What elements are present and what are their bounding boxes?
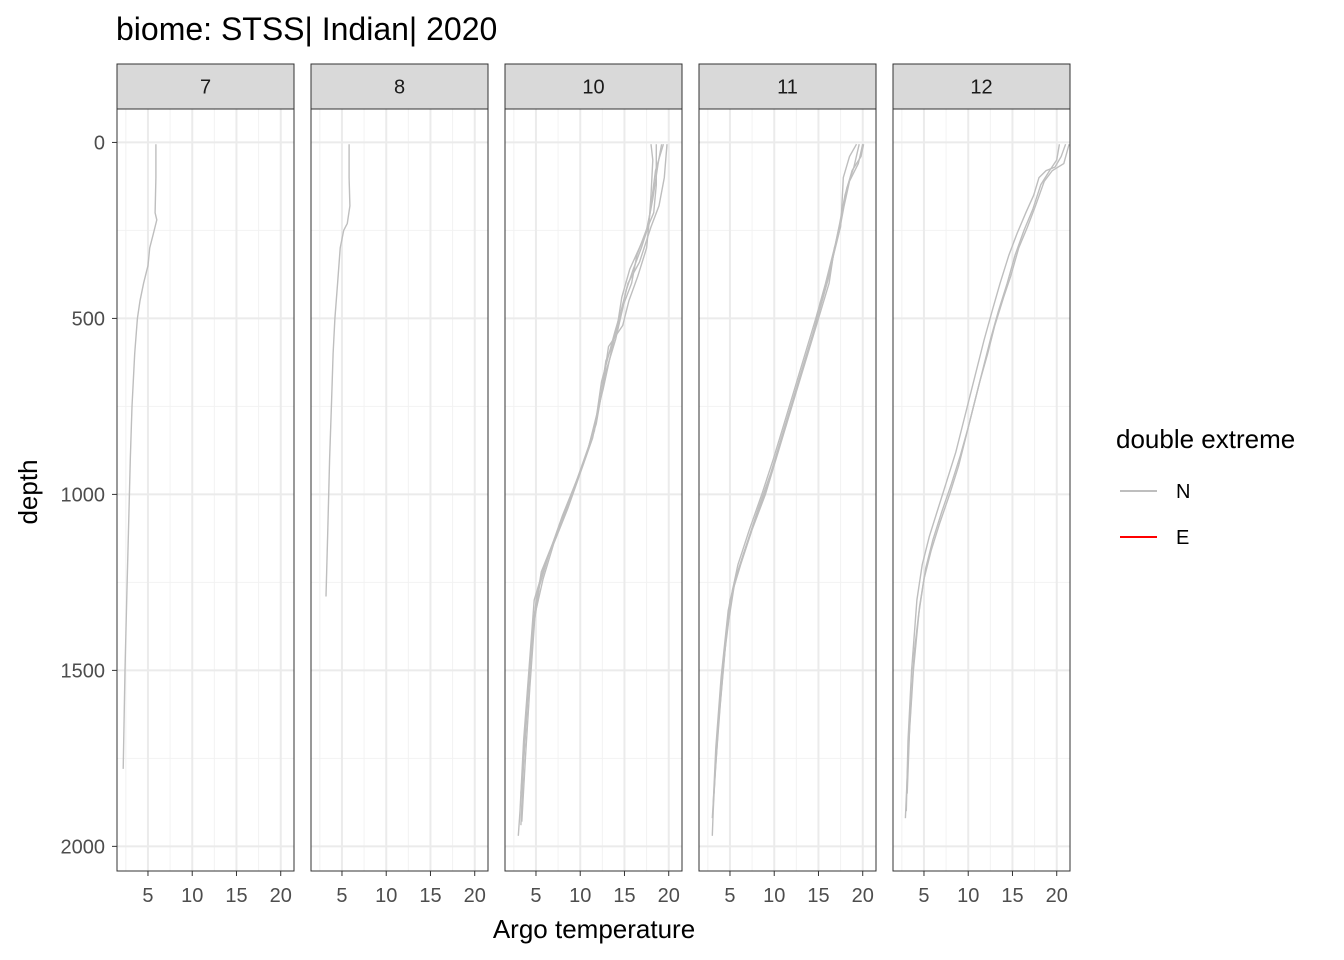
x-tick-label: 15 <box>225 885 247 907</box>
profile-line-8-0 <box>325 144 351 597</box>
x-tick-label: 15 <box>807 885 829 907</box>
panel-border <box>310 108 489 872</box>
facet-panel-12: 12 5 10 15 20 <box>892 63 1071 907</box>
x-tick-label: 5 <box>918 885 929 907</box>
x-tick-label: 5 <box>336 885 347 907</box>
y-tick-label: 500 <box>72 308 105 330</box>
x-tick-label: 5 <box>530 885 541 907</box>
panel-border <box>698 108 877 872</box>
y-tick-label: 2000 <box>61 836 106 858</box>
profile-line-12-0 <box>905 143 1067 812</box>
facet-strip-label: 12 <box>970 77 992 99</box>
panel-background <box>893 109 1070 871</box>
x-tick-label: 20 <box>658 885 680 907</box>
y-axis-title: depth <box>13 459 43 524</box>
x-tick-label: 10 <box>375 885 397 907</box>
facet-strip-label: 8 <box>394 77 405 99</box>
facet-panel-11: 11 5 10 15 20 <box>698 63 877 907</box>
facet-panel-7: 7 5 10 15 20 <box>116 63 295 907</box>
legend-label-e: E <box>1176 527 1189 549</box>
facet-strip-label: 10 <box>582 77 604 99</box>
y-tick-label: 1500 <box>61 660 106 682</box>
y-tick-label: 0 <box>94 132 105 154</box>
legend-label-n: N <box>1176 481 1190 503</box>
x-tick-label: 15 <box>1001 885 1023 907</box>
x-tick-label: 10 <box>763 885 785 907</box>
facet-strip-label: 11 <box>777 77 798 99</box>
x-tick-label: 5 <box>142 885 153 907</box>
x-tick-label: 15 <box>419 885 441 907</box>
profile-line-7-0 <box>122 144 158 769</box>
facet-strip-label: 7 <box>200 77 211 99</box>
facet-strip <box>698 63 877 110</box>
facet-strip <box>892 63 1071 110</box>
legend-title: double extreme <box>1116 424 1295 454</box>
panel-background <box>505 109 682 871</box>
profile-line-11-3 <box>713 144 860 794</box>
chart-title: biome: STSS| Indian| 2020 <box>116 11 497 47</box>
y-axis: 0 500 1000 1500 2000 <box>61 132 117 858</box>
x-tick-label: 20 <box>852 885 874 907</box>
panel-background <box>699 109 876 871</box>
x-tick-label: 15 <box>613 885 635 907</box>
x-tick-label: 5 <box>724 885 735 907</box>
x-tick-label: 10 <box>569 885 591 907</box>
legend: double extreme N E <box>1116 424 1295 549</box>
x-tick-label: 20 <box>464 885 486 907</box>
panel-border <box>892 108 1071 872</box>
facet-panel-8: 8 5 10 15 20 <box>310 63 489 907</box>
facet-strip <box>310 63 489 110</box>
profile-line-10-4 <box>520 144 668 826</box>
facet-strip <box>116 63 295 110</box>
x-axis-title: Argo temperature <box>493 914 695 944</box>
panel-background <box>311 109 488 871</box>
x-tick-label: 10 <box>957 885 979 907</box>
x-tick-label: 20 <box>1046 885 1068 907</box>
panel-border <box>504 108 683 872</box>
x-tick-label: 10 <box>181 885 203 907</box>
facet-panel-10: 10 5 10 15 20 <box>504 63 683 907</box>
y-tick-label: 1000 <box>61 484 106 506</box>
facet-strip <box>504 63 683 110</box>
profile-line-12-2 <box>904 144 1061 819</box>
panel-background <box>117 109 294 871</box>
x-tick-label: 20 <box>270 885 292 907</box>
profile-line-10-3 <box>520 144 657 794</box>
panel-border <box>116 108 295 872</box>
